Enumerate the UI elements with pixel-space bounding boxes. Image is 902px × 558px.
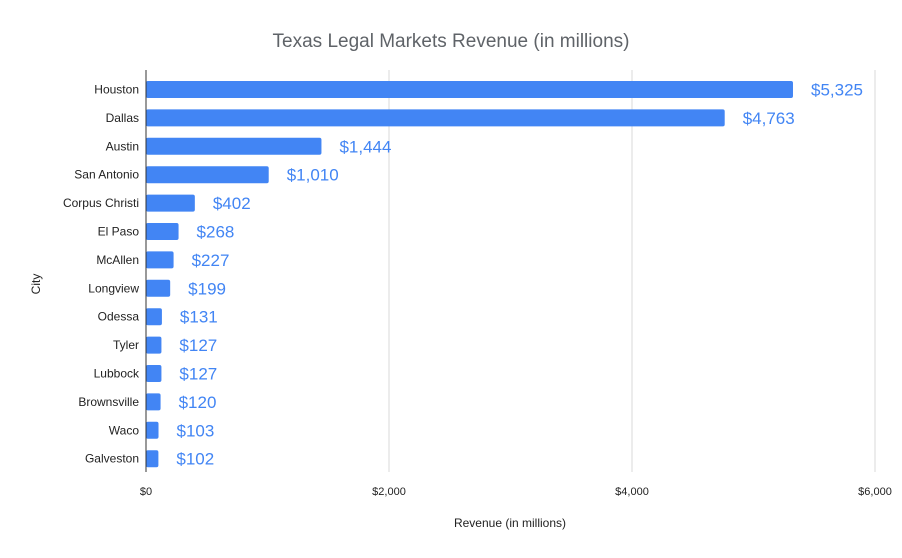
bar (146, 166, 269, 184)
category-label: Tyler (113, 338, 139, 352)
data-label: $4,763 (743, 109, 795, 128)
bars (146, 81, 793, 468)
category-labels: Houston Dallas Austin San Antonio Corpus Chr… (63, 83, 140, 466)
category-label: Galveston (85, 452, 139, 466)
bar (146, 194, 195, 212)
category-label: El Paso (98, 225, 140, 239)
data-label: $402 (213, 194, 251, 213)
x-axis-ticks: $0 $2,000 $4,000 $6,000 (140, 486, 892, 498)
data-label: $131 (180, 308, 218, 327)
data-label: $120 (179, 393, 217, 412)
chart-title: Texas Legal Markets Revenue (in millions… (273, 31, 630, 52)
data-label: $127 (179, 365, 217, 384)
category-label: McAllen (96, 253, 139, 267)
bar (146, 251, 174, 269)
data-labels: $5,325 $4,763 $1,444$1,010 $402 $268 $227 $199… (176, 81, 863, 469)
category-label: Brownsville (78, 395, 139, 409)
bar (146, 393, 161, 411)
data-label: $102 (176, 450, 214, 469)
bar (146, 308, 162, 326)
data-label: $199 (188, 279, 226, 298)
category-label: Waco (109, 423, 140, 437)
x-tick-label: $6,000 (858, 486, 892, 498)
x-tick-label: $0 (140, 486, 152, 498)
bar (146, 109, 725, 127)
bar (146, 336, 162, 354)
data-label: $268 (197, 223, 235, 242)
bar (146, 81, 793, 98)
category-label: Dallas (106, 111, 139, 125)
bar (146, 450, 159, 468)
data-label: $1,010 (287, 166, 339, 185)
category-label: Longview (88, 281, 139, 295)
y-axis-title: City (29, 274, 43, 295)
data-label: $227 (192, 251, 230, 270)
x-axis-title: Revenue (in millions) (454, 516, 566, 530)
category-label: Houston (94, 83, 139, 97)
gridlines (388, 70, 876, 472)
x-tick-label: $2,000 (372, 486, 406, 498)
x-tick-label: $4,000 (615, 486, 649, 498)
data-label: $103 (177, 421, 215, 440)
bar (146, 223, 179, 240)
data-label: $5,325 (811, 81, 863, 100)
data-label: $127 (179, 336, 217, 355)
category-label: Lubbock (94, 367, 140, 381)
bar (146, 137, 322, 155)
category-label: San Antonio (74, 168, 139, 182)
category-label: Austin (106, 139, 139, 153)
bar (146, 365, 162, 382)
data-label: $1,444 (339, 137, 391, 156)
bar (146, 279, 171, 297)
category-label: Odessa (98, 310, 140, 324)
category-label: Corpus Christi (63, 196, 139, 210)
bar (146, 421, 159, 439)
